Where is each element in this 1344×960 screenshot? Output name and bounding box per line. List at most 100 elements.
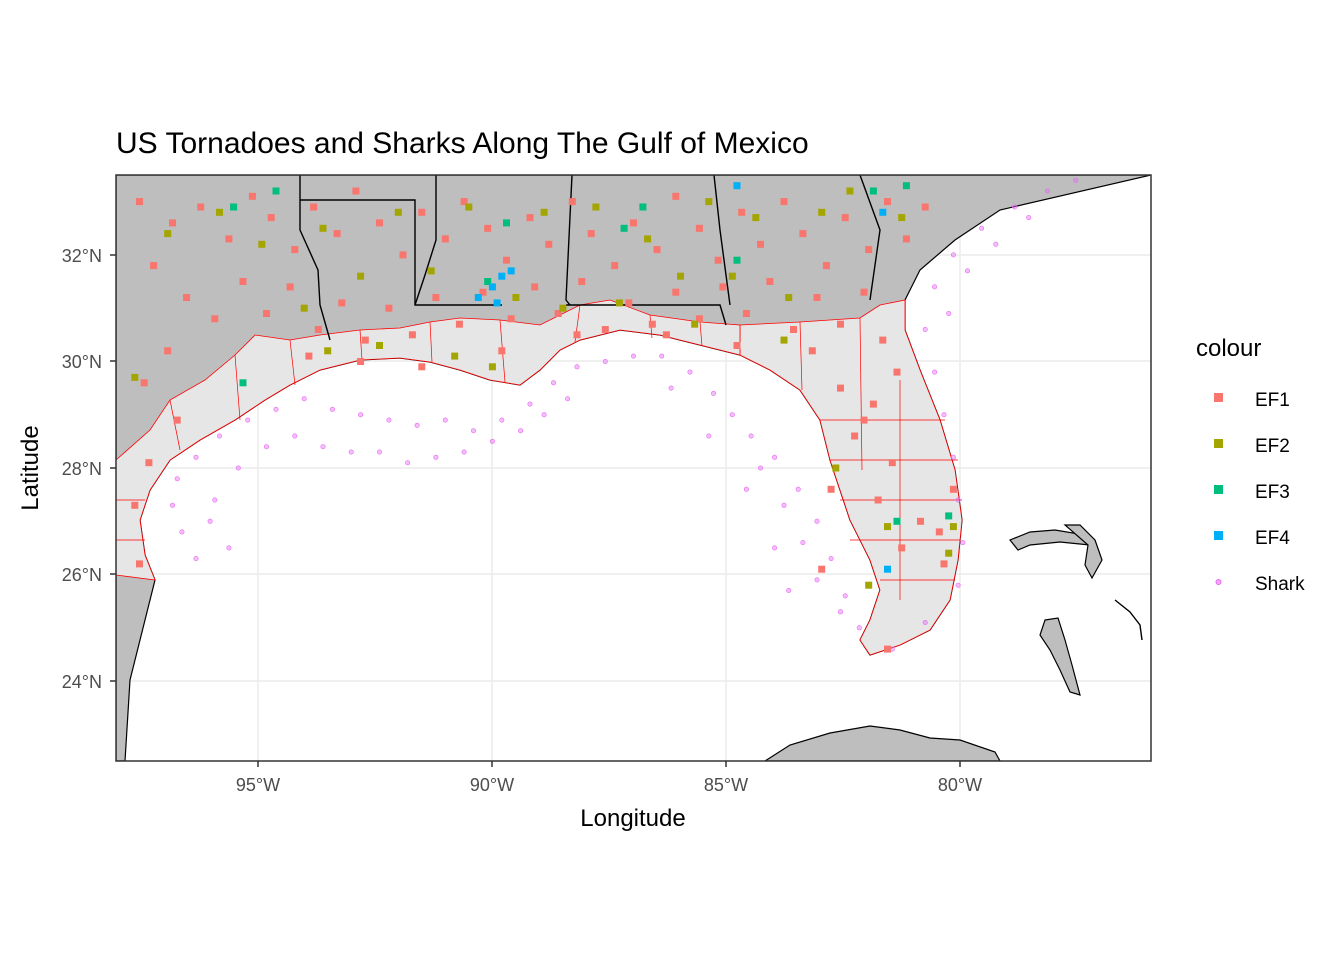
y-tick-label-32: 32°N — [62, 246, 102, 266]
legend-item-ef3: EF3 — [1214, 482, 1290, 503]
shark-point-9 — [329, 406, 335, 412]
ef1-point-11 — [399, 251, 407, 259]
ef2-point-22 — [818, 208, 826, 216]
ef1-point-54 — [578, 278, 586, 285]
ef3-point-0 — [230, 203, 238, 211]
shark-point-68 — [743, 486, 749, 492]
ef4-point-4 — [733, 182, 741, 190]
shark-point-25 — [748, 433, 754, 439]
shark-point-65 — [837, 609, 843, 615]
ef3-point-2 — [503, 219, 510, 227]
ef1-point-78 — [837, 384, 844, 392]
ef1-point-36 — [921, 203, 929, 211]
legend: colour EF1 EF2 EF3 EF4 Shark — [1196, 335, 1305, 595]
ef1-point-1 — [169, 219, 176, 227]
shark-point-39 — [932, 369, 938, 375]
shark-point-47 — [212, 497, 218, 503]
x-tick-label-80w: 80°W — [938, 775, 982, 795]
y-tick-label-24: 24°N — [62, 672, 102, 692]
shark-point-37 — [950, 454, 956, 460]
ef1-point-68 — [893, 368, 901, 376]
ef1-point-14 — [460, 198, 468, 206]
ef2-point-27 — [949, 523, 957, 531]
shark-point-20 — [630, 353, 636, 359]
ef1-point-51 — [507, 315, 515, 323]
ef2-point-30 — [324, 347, 332, 355]
gulf-coast-counties-fill — [116, 299, 741, 581]
legend-label-ef4: EF4 — [1255, 528, 1290, 549]
ef1-point-22 — [630, 219, 637, 227]
ef3-point-5 — [733, 256, 741, 264]
shark-point-17 — [550, 380, 556, 386]
shark-point-36 — [955, 497, 961, 503]
x-tick-label-90w: 90°W — [470, 775, 514, 795]
bahamas-eleuthera — [1114, 599, 1143, 641]
ef1-point-38 — [183, 294, 191, 301]
ef2-point-9 — [465, 203, 473, 211]
ef1-point-86 — [305, 352, 313, 360]
x-axis-title: Longitude — [580, 805, 685, 832]
y-tick-label-28: 28°N — [62, 459, 102, 479]
ef1-point-76 — [940, 560, 948, 568]
ef1-point-31 — [822, 262, 830, 270]
legend-key-ef4 — [1214, 531, 1223, 540]
shark-point-57 — [489, 438, 495, 444]
ef1-point-49 — [455, 320, 463, 328]
shark-point-58 — [518, 428, 524, 434]
legend-label-shark: Shark — [1255, 574, 1305, 595]
ef1-point-26 — [714, 256, 722, 264]
shark-point-53 — [376, 449, 382, 455]
shark-point-27 — [795, 486, 801, 492]
shark-point-44 — [1012, 204, 1018, 210]
ef1-point-33 — [865, 246, 873, 254]
ef1-point-21 — [611, 262, 619, 270]
ef1-point-66 — [860, 288, 868, 296]
shark-point-63 — [800, 540, 806, 546]
shark-point-34 — [955, 582, 961, 588]
ef1-point-70 — [851, 432, 859, 440]
ef2-point-17 — [677, 272, 684, 280]
ef1-point-81 — [662, 331, 670, 339]
bahamas-abaco — [1063, 524, 1103, 580]
shark-point-10 — [358, 412, 364, 418]
shark-point-59 — [541, 412, 547, 418]
ef2-point-0 — [131, 373, 139, 381]
ef1-point-88 — [140, 379, 148, 387]
shark-point-56 — [461, 449, 467, 455]
ef4-point-0 — [498, 272, 506, 280]
shark-point-46 — [1073, 177, 1079, 183]
shark-point-51 — [320, 444, 326, 450]
ef3-point-1 — [272, 187, 280, 195]
ef2-point-10 — [488, 363, 496, 371]
tornado-and-shark-points — [131, 177, 1079, 653]
legend-item-ef4: EF4 — [1214, 528, 1290, 549]
ef2-point-33 — [780, 336, 788, 344]
florida-peninsula-fill — [739, 299, 963, 656]
ef1-point-79 — [808, 347, 816, 355]
chart-title: US Tornadoes and Sharks Along The Gulf o… — [116, 127, 809, 160]
ef1-point-89 — [173, 416, 181, 424]
ef2-point-4 — [300, 304, 308, 312]
legend-key-ef1 — [1214, 393, 1223, 402]
legend-label-ef3: EF3 — [1255, 482, 1290, 503]
shark-point-18 — [574, 364, 580, 370]
ef1-point-94 — [818, 565, 826, 573]
shark-point-1 — [179, 529, 185, 535]
legend-label-ef1: EF1 — [1255, 390, 1290, 411]
shark-point-31 — [856, 625, 862, 631]
shark-point-38 — [941, 412, 947, 418]
ef2-point-21 — [785, 294, 793, 301]
shark-point-15 — [499, 417, 505, 423]
ef4-point-2 — [474, 294, 482, 301]
bahamas-andros-island — [1039, 617, 1081, 696]
ef1-point-80 — [733, 342, 741, 349]
ef1-point-63 — [790, 326, 797, 333]
shark-point-2 — [170, 502, 176, 508]
ef1-point-65 — [837, 320, 844, 328]
ef2-point-8 — [427, 267, 435, 275]
shark-point-40 — [922, 326, 928, 332]
ef1-point-60 — [719, 283, 727, 291]
ef1-point-10 — [376, 219, 383, 227]
shark-point-4 — [193, 454, 199, 460]
shark-point-33 — [922, 619, 928, 625]
